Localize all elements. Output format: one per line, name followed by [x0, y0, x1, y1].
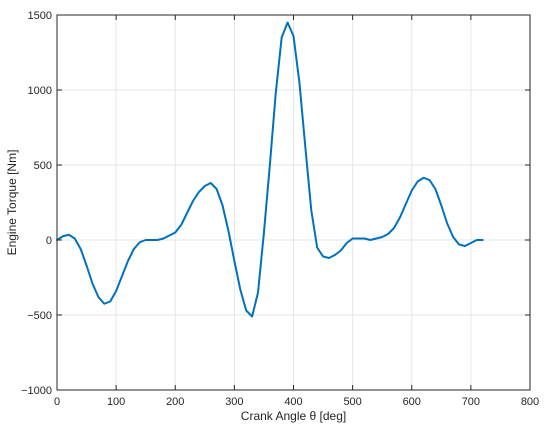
y-tick-label: 0 [46, 235, 52, 247]
series-layer [56, 21, 484, 318]
x-tick-label: 400 [284, 396, 302, 408]
x-tick-label: 800 [521, 396, 539, 408]
y-axis-label: Engine Torque [Nm] [5, 150, 19, 256]
y-tick-label: −1000 [21, 385, 52, 397]
y-tick-label: −500 [27, 310, 52, 322]
axes [56, 14, 531, 391]
x-tick-label: 600 [403, 396, 421, 408]
torque-series-line [56, 21, 484, 318]
x-tick-label: 500 [343, 396, 361, 408]
tick-labels: 0 100 200 300 400 500 600 700 800 −1000 −500 0 500 10… [21, 10, 539, 408]
x-tick-label: 200 [166, 396, 184, 408]
x-axis-label: Crank Angle θ [deg] [241, 409, 346, 423]
y-tick-label: 500 [34, 160, 52, 172]
y-tick-label: 1500 [28, 10, 52, 22]
x-tick-label: 100 [107, 396, 125, 408]
x-tick-label: 0 [54, 396, 60, 408]
x-tick-label: 300 [225, 396, 243, 408]
y-tick-label: 1000 [28, 85, 52, 97]
grid [56, 14, 531, 391]
x-tick-label: 700 [462, 396, 480, 408]
